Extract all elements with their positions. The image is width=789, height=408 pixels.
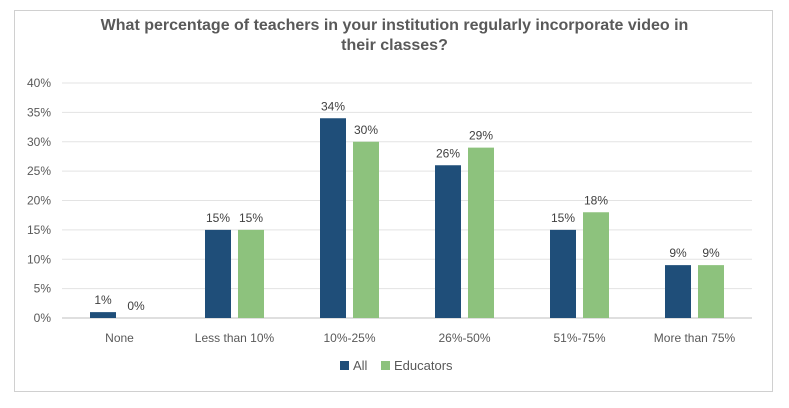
y-tick-label: 15% <box>27 223 51 237</box>
y-tick-label: 5% <box>34 282 52 296</box>
legend-label: Educators <box>394 358 453 373</box>
chart-title-line1: What percentage of teachers in your inst… <box>100 17 689 34</box>
bar <box>353 141 379 318</box>
bar <box>583 212 609 318</box>
x-category-label: 26%-50% <box>438 331 490 345</box>
x-category-label: 51%-75% <box>553 331 605 345</box>
data-label: 9% <box>702 246 720 260</box>
data-label: 9% <box>669 246 687 260</box>
x-category-label: 10%-25% <box>323 331 375 345</box>
bar <box>468 147 494 318</box>
data-label: 30% <box>354 123 378 137</box>
bar <box>320 118 346 318</box>
data-label: 1% <box>94 293 112 307</box>
bar <box>665 265 691 318</box>
data-label: 26% <box>436 146 460 160</box>
y-tick-label: 10% <box>27 252 51 266</box>
legend-label: All <box>353 358 368 373</box>
chart-title-line2: their classes? <box>341 37 448 54</box>
bar <box>90 312 116 318</box>
bar <box>698 265 724 318</box>
data-label: 18% <box>584 193 608 207</box>
data-label: 0% <box>127 299 145 313</box>
bar <box>205 229 231 318</box>
data-label: 29% <box>469 129 493 143</box>
data-label: 15% <box>239 211 263 225</box>
bar <box>238 229 264 318</box>
bar <box>435 165 461 318</box>
legend-swatch <box>381 361 390 370</box>
y-tick-label: 30% <box>27 135 51 149</box>
data-label: 15% <box>551 211 575 225</box>
chart-title: What percentage of teachers in your inst… <box>0 16 789 56</box>
y-tick-label: 40% <box>27 76 51 90</box>
x-category-label: More than 75% <box>654 331 736 345</box>
x-category-label: None <box>105 331 134 345</box>
y-tick-label: 0% <box>34 311 52 325</box>
data-label: 15% <box>206 211 230 225</box>
bar <box>550 229 576 318</box>
legend-swatch <box>340 361 349 370</box>
y-tick-label: 20% <box>27 194 51 208</box>
data-label: 34% <box>321 99 345 113</box>
y-tick-label: 35% <box>27 105 51 119</box>
x-category-label: Less than 10% <box>195 331 275 345</box>
y-tick-label: 25% <box>27 164 51 178</box>
